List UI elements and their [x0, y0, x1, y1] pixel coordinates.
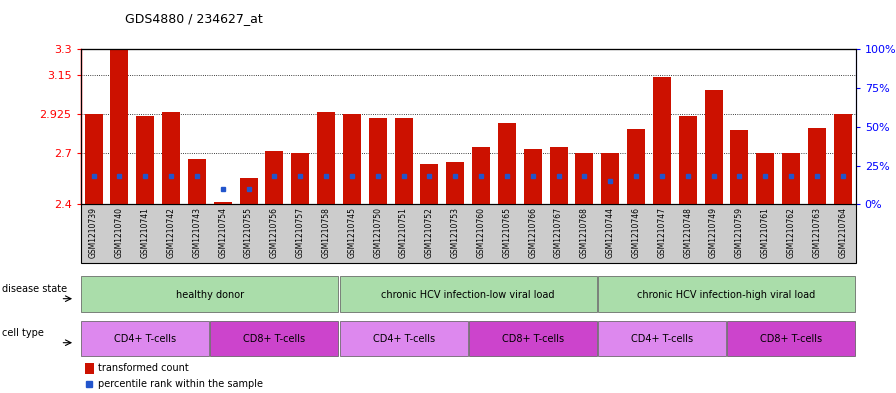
Bar	[601, 152, 619, 204]
Bar	[498, 123, 516, 204]
Bar	[213, 202, 232, 204]
Bar	[678, 116, 697, 204]
Bar	[598, 276, 855, 312]
Bar	[833, 114, 852, 204]
Text: cell type: cell type	[2, 329, 44, 338]
Text: percentile rank within the sample: percentile rank within the sample	[98, 379, 263, 389]
Bar	[575, 152, 593, 204]
Bar	[368, 118, 387, 204]
Bar	[420, 164, 438, 204]
Text: CD4+ T-cells: CD4+ T-cells	[631, 334, 693, 344]
Bar	[469, 321, 597, 356]
Bar	[756, 152, 774, 204]
Bar	[446, 162, 464, 204]
Bar	[653, 77, 671, 204]
Bar	[136, 116, 154, 204]
Text: chronic HCV infection-low viral load: chronic HCV infection-low viral load	[382, 290, 555, 300]
Text: CD4+ T-cells: CD4+ T-cells	[373, 334, 435, 344]
Bar	[82, 276, 339, 312]
Bar	[82, 321, 210, 356]
Bar	[343, 114, 361, 204]
Bar	[472, 147, 490, 204]
Bar	[782, 152, 800, 204]
Text: CD8+ T-cells: CD8+ T-cells	[502, 334, 564, 344]
Bar	[627, 129, 645, 204]
Bar	[523, 149, 542, 204]
Bar	[394, 118, 413, 204]
Bar	[808, 128, 826, 204]
Text: CD8+ T-cells: CD8+ T-cells	[760, 334, 823, 344]
Text: transformed count: transformed count	[98, 363, 188, 373]
Bar	[340, 276, 597, 312]
Text: GDS4880 / 234627_at: GDS4880 / 234627_at	[125, 12, 263, 25]
Text: disease state: disease state	[2, 284, 66, 294]
Bar	[317, 112, 335, 204]
Text: CD4+ T-cells: CD4+ T-cells	[114, 334, 177, 344]
Bar	[84, 363, 94, 373]
Bar	[110, 49, 128, 204]
Bar	[265, 151, 283, 204]
Bar	[291, 152, 309, 204]
Bar	[704, 90, 723, 204]
Bar	[211, 321, 339, 356]
Bar	[340, 321, 468, 356]
Bar	[730, 130, 748, 204]
Bar	[84, 114, 103, 204]
Text: chronic HCV infection-high viral load: chronic HCV infection-high viral load	[637, 290, 815, 300]
Bar	[727, 321, 855, 356]
Text: CD8+ T-cells: CD8+ T-cells	[244, 334, 306, 344]
Bar	[598, 321, 726, 356]
Text: healthy donor: healthy donor	[176, 290, 244, 300]
Bar	[239, 178, 258, 204]
Bar	[188, 159, 206, 204]
Bar	[162, 112, 180, 204]
Bar	[549, 147, 568, 204]
